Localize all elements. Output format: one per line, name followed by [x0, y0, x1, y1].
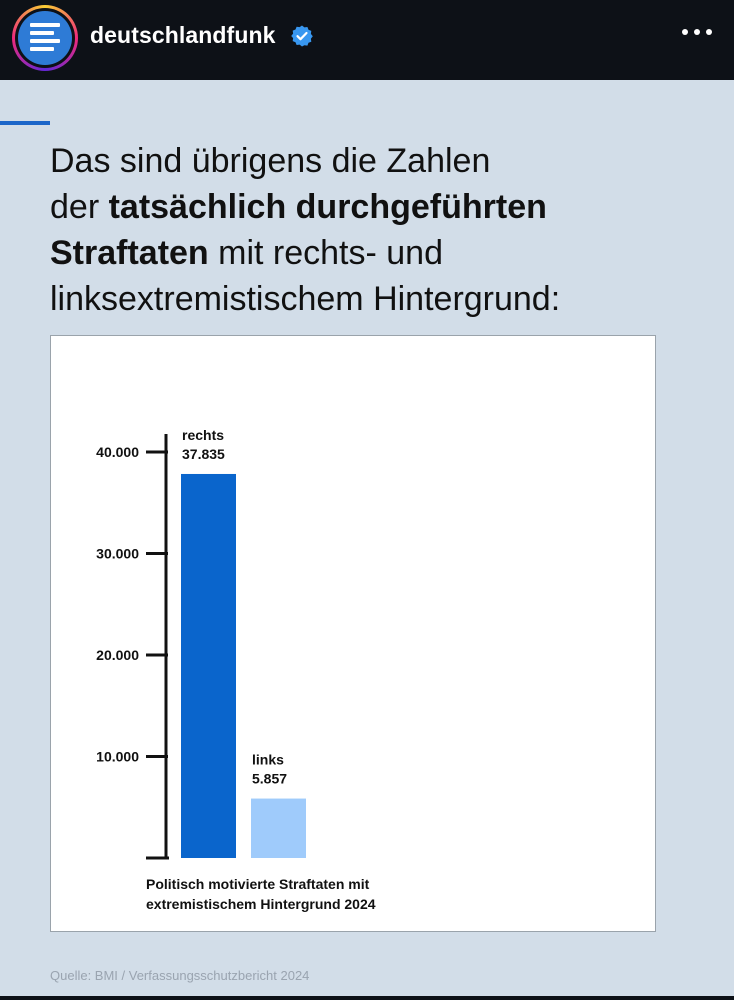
bar-rechts [181, 473, 236, 858]
chart-canvas: 10.000 20.000 30.000 40.000 rechts 37.835 link… [96, 427, 376, 912]
y-tick-label: 20.000 [96, 647, 139, 663]
x-axis-caption: extremistischem Hintergrund 2024 [146, 896, 376, 912]
bottom-divider [0, 996, 734, 1000]
account-name[interactable]: deutschlandfunk [90, 22, 276, 48]
bar-links [251, 798, 306, 858]
headline-part: mit rechts- und [208, 234, 444, 272]
profile-avatar[interactable] [12, 5, 78, 71]
y-tick-label: 10.000 [96, 749, 139, 765]
headline-part: linksextremistischem Hintergrund: [50, 280, 561, 318]
bar-category-label: links [252, 752, 284, 768]
accent-line [0, 121, 50, 125]
y-tick-label: 30.000 [96, 546, 139, 562]
source-note: Quelle: BMI / Verfassungsschutzbericht 2… [50, 968, 310, 983]
headline-part: der [50, 188, 109, 226]
headline-part: Das sind übrigens die Zahlen [50, 142, 491, 180]
headline: Das sind übrigens die Zahlen der tatsächl… [50, 138, 710, 322]
y-tick-label: 40.000 [96, 444, 139, 460]
bar-chart: 10.000 20.000 30.000 40.000 rechts 37.835 link… [50, 335, 656, 932]
post-header: deutschlandfunk [0, 0, 734, 80]
headline-part: tatsächlich durchgeführten [108, 188, 547, 226]
deutschlandfunk-logo-icon [18, 11, 72, 65]
bar-category-label: rechts [182, 427, 224, 443]
bar-value-label: 5.857 [252, 771, 287, 787]
x-axis-caption: Politisch motivierte Straftaten mit [146, 876, 370, 892]
verified-badge-icon [291, 25, 313, 47]
bar-value-label: 37.835 [182, 446, 225, 462]
more-options-icon[interactable] [682, 29, 712, 37]
headline-part: Straftaten [50, 234, 209, 272]
